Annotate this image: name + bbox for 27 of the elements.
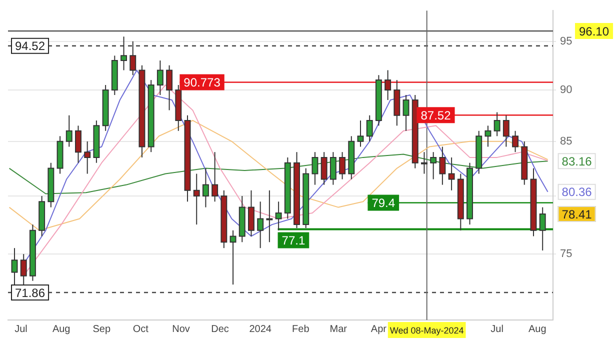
ref-line-label: Wed 08-May-2024 — [390, 325, 464, 336]
annotation: 78.41 — [562, 207, 592, 222]
x-tick-label: Aug — [52, 324, 70, 335]
ref-line-label: 87.52 — [420, 108, 452, 122]
ref-line-label: 96.10 — [579, 24, 610, 38]
x-tick-label: Aug — [528, 324, 546, 335]
ref-line-label: 94.52 — [15, 39, 46, 54]
x-tick-label: Feb — [292, 324, 310, 335]
y-tick-label: 95 — [560, 35, 572, 48]
y-tick-label: 75 — [560, 248, 572, 260]
ref-line-label: 77.1 — [282, 234, 306, 248]
y-tick-label: 90 — [560, 84, 572, 96]
annotation: 80.36 — [562, 185, 592, 200]
ref-line-label: 90.773 — [184, 76, 221, 90]
ref-line-label: 71.86 — [15, 286, 46, 300]
x-tick-label: Nov — [172, 324, 190, 335]
ref-line-label: 79.4 — [372, 196, 396, 210]
x-tick-label: Mar — [330, 324, 348, 335]
y-tick-label: 85 — [560, 135, 572, 148]
x-tick-label: Jul — [490, 324, 504, 335]
x-tick-label: Oct — [132, 324, 149, 335]
x-tick-label: 2024 — [249, 324, 272, 335]
x-tick-label: Dec — [211, 324, 229, 335]
x-tick-label: Apr — [370, 324, 388, 335]
x-tick-label: Sep — [92, 324, 111, 335]
annotation: 83.16 — [562, 154, 592, 168]
x-tick-label: Jul — [14, 324, 28, 335]
